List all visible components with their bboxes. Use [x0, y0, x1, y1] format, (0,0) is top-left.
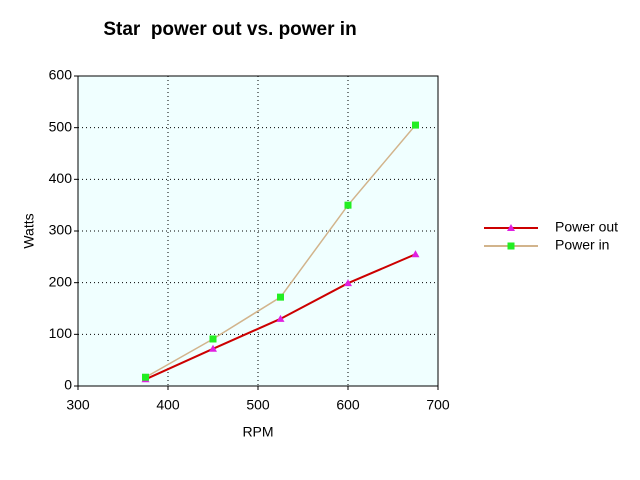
y-tick-label: 500	[49, 118, 73, 134]
legend-label: Power out	[555, 219, 618, 235]
plot-frame	[77, 75, 439, 387]
data-point	[142, 373, 149, 381]
data-point	[276, 314, 285, 322]
y-tick-label: 100	[49, 325, 73, 341]
chart-title: Star power out vs. power in	[103, 19, 356, 40]
legend-label: Power in	[555, 237, 609, 253]
y-axis-label: Watts	[21, 213, 37, 248]
x-tick-label: 300	[66, 397, 90, 413]
y-tick-label: 300	[49, 222, 73, 238]
x-axis-label: RPM	[242, 424, 273, 440]
x-tick-label: 500	[246, 397, 270, 413]
y-tick-label: 0	[64, 377, 72, 393]
data-point	[209, 344, 217, 352]
x-tick-label: 700	[426, 397, 450, 413]
x-tick-label: 600	[336, 397, 360, 413]
y-tick-label: 200	[49, 273, 73, 289]
legend-marker	[507, 242, 515, 250]
data-point	[411, 250, 420, 258]
data-point	[209, 335, 217, 343]
data-point	[344, 279, 352, 287]
data-point	[344, 201, 352, 209]
legend-marker	[507, 224, 515, 231]
y-tick-label: 600	[49, 67, 73, 83]
data-point	[412, 121, 419, 129]
data-point	[277, 293, 284, 301]
x-tick-label: 400	[156, 397, 180, 413]
y-tick-label: 400	[49, 170, 73, 186]
